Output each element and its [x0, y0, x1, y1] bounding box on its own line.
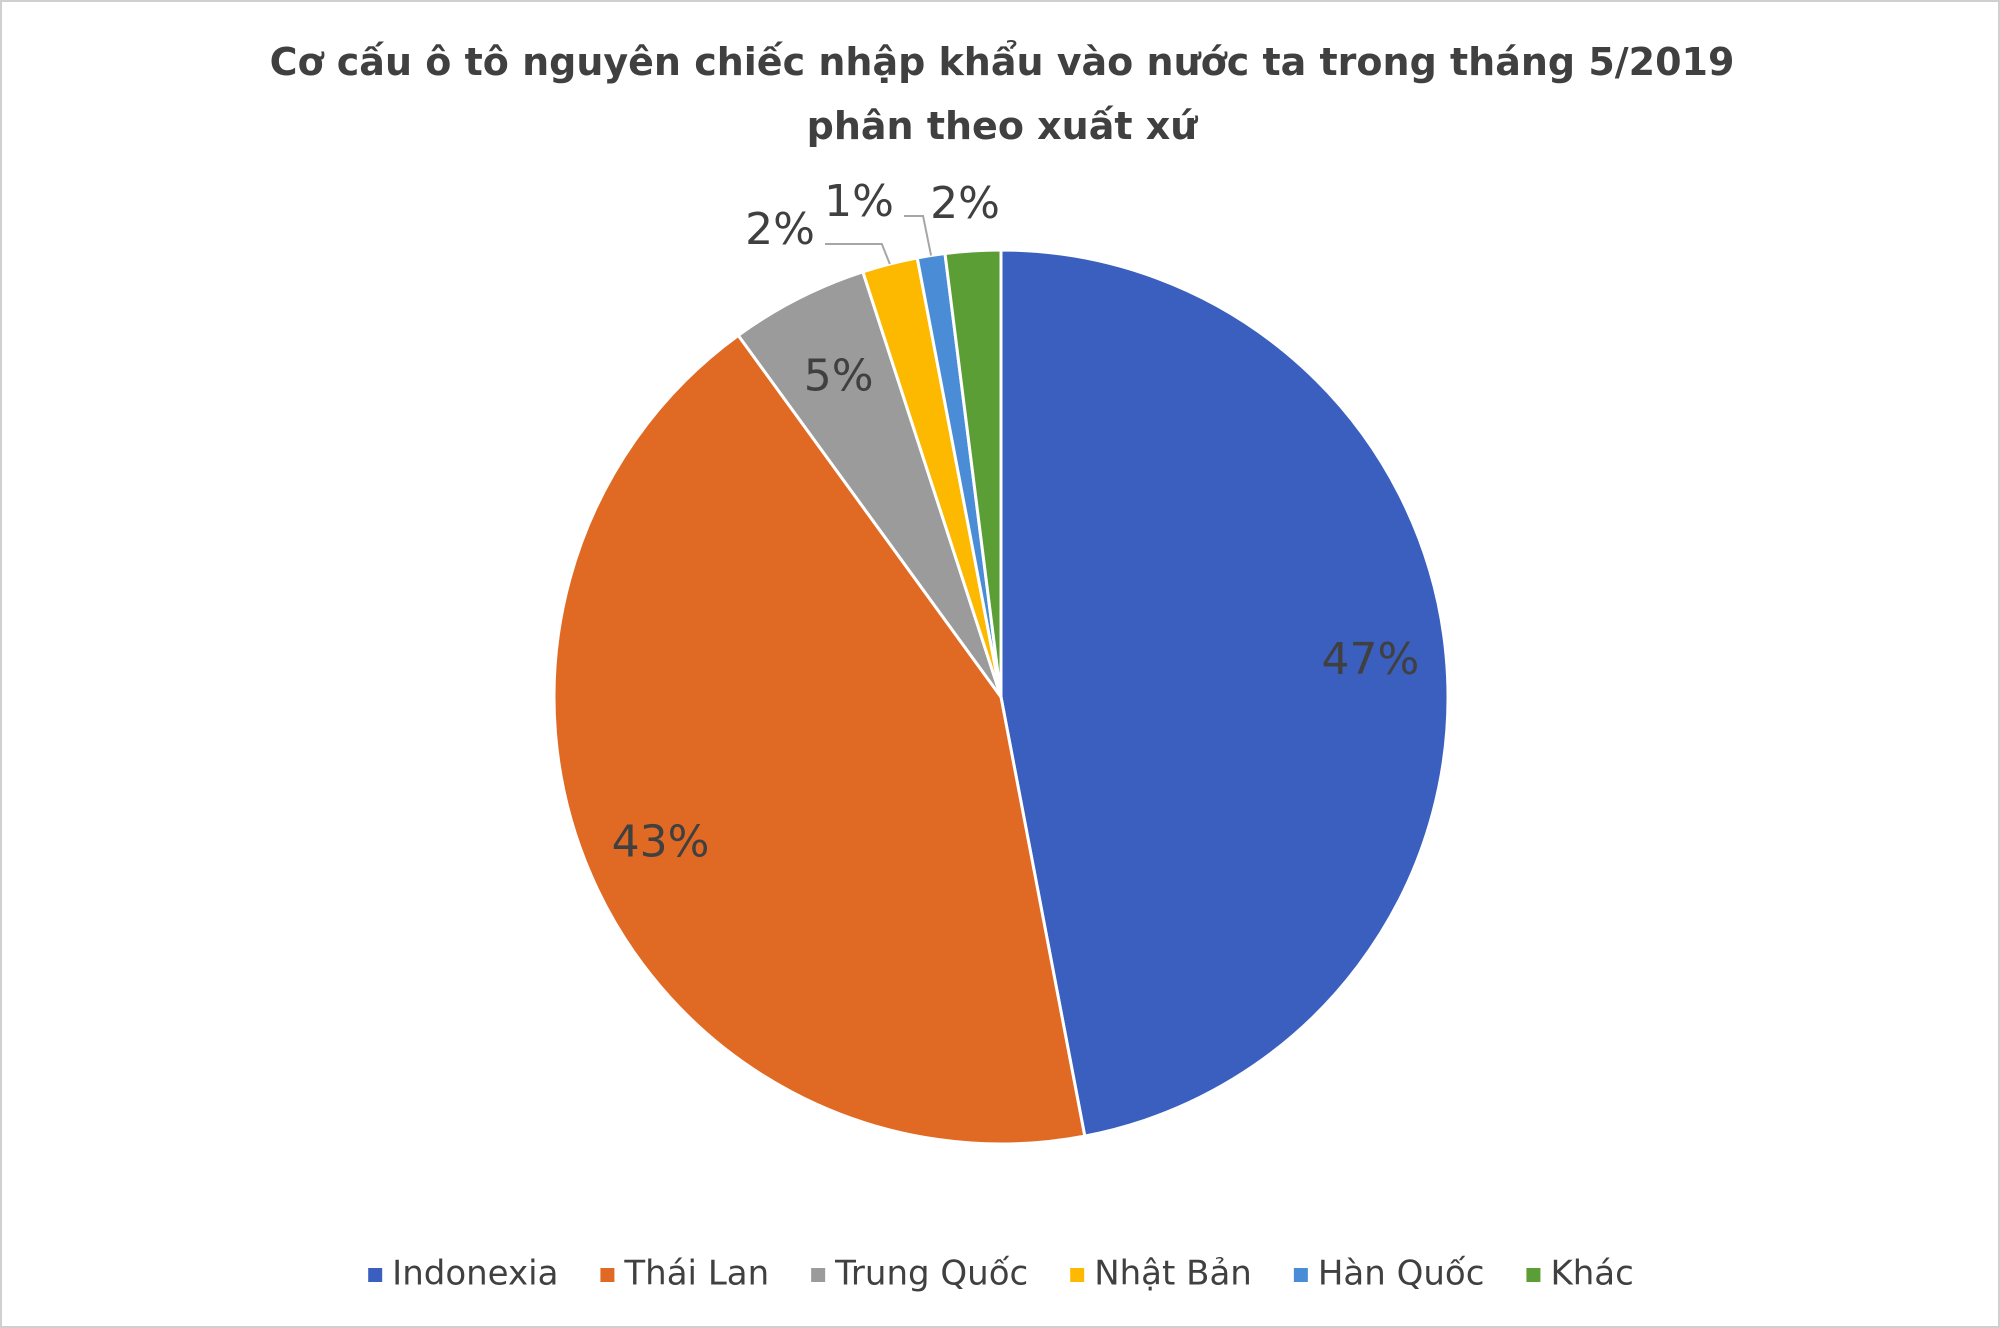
data-label: 5%: [804, 350, 874, 401]
leader-line: [904, 215, 933, 256]
pie-slice: [943, 248, 1003, 698]
data-label: 2%: [930, 178, 1000, 229]
leader-line: [825, 243, 891, 265]
legend-label: Khác: [1550, 1254, 1633, 1294]
legend-swatch: [1526, 1268, 1541, 1282]
legend-label: Trung Quốc: [834, 1254, 1028, 1294]
legend-swatch: [368, 1268, 383, 1282]
pie-slice: [552, 333, 1087, 1146]
legend-swatch: [1070, 1268, 1085, 1282]
legend-label: Nhật Bản: [1094, 1254, 1252, 1294]
legend-label: Thái Lan: [623, 1254, 769, 1294]
chart-title: Cơ cấu ô tô nguyên chiếc nhập khẩu vào n…: [269, 40, 1735, 148]
legend-label: Indonexia: [392, 1254, 558, 1294]
legend-swatch: [1293, 1268, 1308, 1282]
data-label: 2%: [745, 204, 815, 255]
legend-swatch: [811, 1268, 826, 1282]
data-label: 43%: [612, 816, 710, 867]
pie-slice: [999, 248, 1450, 1138]
legend-swatch: [600, 1268, 615, 1282]
legend-label: Hàn Quốc: [1318, 1254, 1485, 1294]
data-label: 47%: [1321, 634, 1419, 685]
data-label: 1%: [824, 176, 894, 227]
